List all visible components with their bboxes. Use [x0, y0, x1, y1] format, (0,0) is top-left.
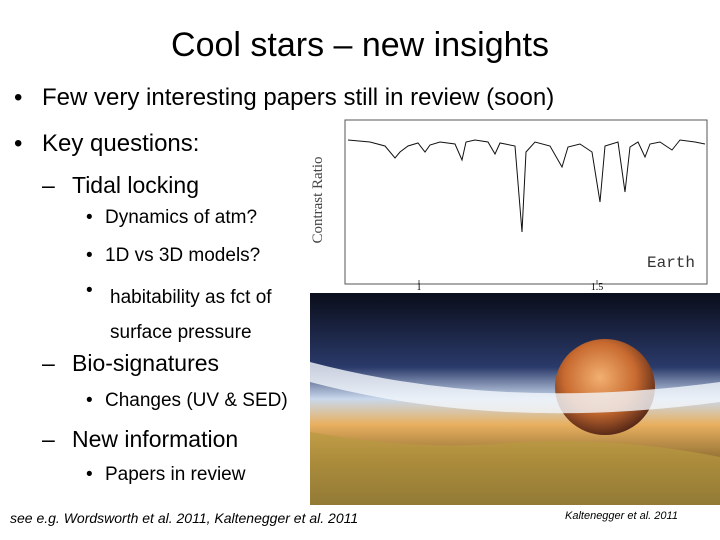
plot-frame	[344, 119, 708, 285]
figure-credit: Kaltenegger et al. 2011	[565, 510, 678, 522]
y-axis-label: Contrast Ratio	[310, 156, 326, 243]
sub-sub-bullet: Changes (UV & SED)	[105, 390, 288, 411]
figure-label: Earth	[647, 254, 695, 272]
sub-bullet: New information	[72, 426, 239, 452]
planet	[555, 339, 655, 435]
bullet-dot: •	[86, 245, 93, 266]
footer: see e.g. Wordsworth et al. 2011, Kaltene…	[10, 510, 359, 526]
bullet-dot: •	[14, 130, 23, 157]
bullet-dot: •	[86, 280, 93, 301]
sub-sub-bullet: Dynamics of atm?	[105, 207, 258, 228]
bullet-dot: •	[86, 390, 93, 411]
sub-bullet: Bio-signatures	[72, 350, 220, 376]
x-tick-label: 1	[417, 282, 422, 293]
sub-bullet: Tidal locking	[72, 172, 199, 198]
sub-sub-bullet: Papers in review	[105, 464, 246, 485]
surface	[310, 432, 720, 505]
sub-sub-bullet: 1D vs 3D models?	[105, 245, 261, 266]
bullet-dot: •	[14, 84, 23, 111]
sub-sub-bullet: habitability as fct of surface pressure	[110, 287, 272, 343]
bullet-dot: •	[86, 207, 93, 228]
title: Cool stars – new insights	[171, 26, 549, 64]
dash: –	[42, 350, 55, 376]
figure: 1 1.5 Contrast Ratio Earth	[310, 119, 720, 505]
bullet-dot: •	[86, 464, 93, 485]
bullet: Few very interesting papers still in rev…	[42, 84, 555, 111]
dash: –	[42, 172, 55, 198]
atmosphere	[310, 362, 720, 414]
dash: –	[42, 426, 55, 452]
x-tick-label: 1.5	[591, 282, 604, 293]
spectrum	[347, 139, 706, 233]
bullet: Key questions:	[42, 130, 200, 157]
